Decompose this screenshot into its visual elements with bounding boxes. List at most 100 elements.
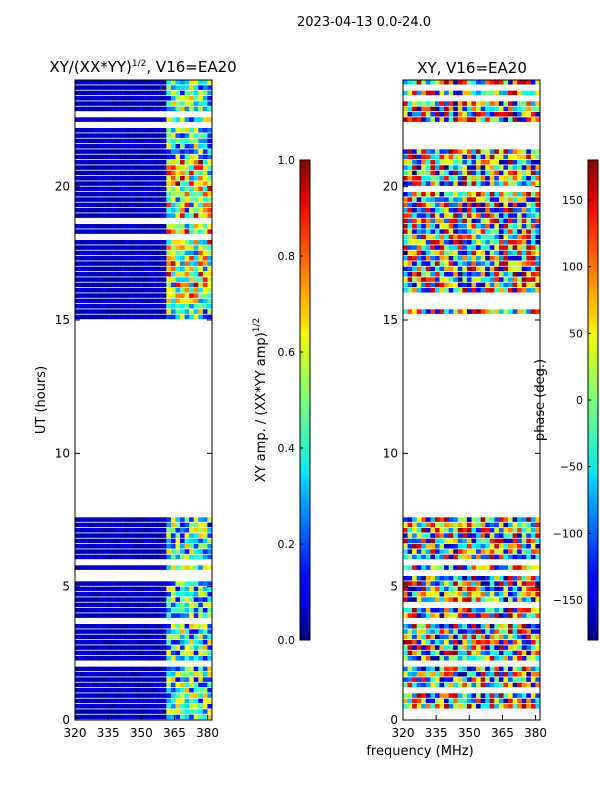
phase-cell [476, 245, 482, 250]
amp-cell [79, 565, 85, 570]
phase-cell [471, 245, 477, 250]
amp-cell [111, 565, 117, 570]
amp-cell [180, 645, 185, 650]
amp-cell [88, 693, 94, 698]
phase-cell [517, 208, 523, 213]
phase-cell [535, 197, 541, 202]
phase-cell [434, 613, 440, 618]
amp-cell [198, 309, 204, 314]
phase-cell [530, 666, 536, 672]
amp-cell [207, 522, 213, 528]
amp-cell [88, 608, 94, 613]
phase-cell [425, 106, 431, 112]
amp-cell [102, 96, 108, 101]
phase-cell [407, 650, 413, 656]
amp-cell [180, 149, 185, 154]
amp-cell [180, 538, 185, 544]
phase-cell [457, 677, 463, 682]
amp-cell [180, 592, 185, 597]
amp-cell [184, 133, 190, 138]
amp-cell [111, 282, 117, 288]
amp-cell [202, 672, 208, 677]
amp-cell [93, 213, 99, 218]
amp-cell [116, 624, 122, 629]
amp-cell [84, 602, 90, 608]
amp-cell [175, 133, 181, 138]
amp-cell [102, 634, 108, 640]
amp-cell [120, 133, 126, 138]
amp-cell [79, 554, 85, 560]
phase-cell [462, 112, 468, 117]
amp-cell [97, 149, 103, 154]
phase-cell [480, 666, 486, 672]
amp-cell [84, 288, 90, 293]
phase-cell [485, 565, 491, 570]
amp-cell [102, 624, 108, 629]
amp-cell [138, 133, 144, 138]
phase-cell [476, 277, 482, 282]
phase-cell [434, 586, 440, 592]
phase-cell [439, 666, 445, 672]
amp-cell [157, 704, 163, 709]
phase-cell [444, 261, 450, 266]
phase-cell [448, 261, 454, 266]
amp-cell [84, 581, 90, 586]
amp-cell [202, 90, 208, 96]
amp-cell [75, 309, 80, 314]
amp-cell [116, 597, 122, 602]
phase-cell [425, 170, 431, 176]
phase-cell [535, 117, 541, 122]
phase-cell [457, 234, 463, 240]
phase-cell [489, 538, 495, 544]
amp-cell [125, 80, 131, 85]
amp-cell [161, 314, 167, 320]
phase-cell [471, 650, 477, 656]
amp-cell [84, 666, 90, 672]
phase-cell [526, 250, 532, 256]
phase-cell [412, 677, 418, 682]
phase-cell [421, 112, 427, 117]
amp-cell [170, 624, 176, 629]
phase-cell [430, 634, 436, 640]
amp-cell [134, 149, 140, 154]
amp-cell [175, 224, 181, 229]
amp-cell [161, 186, 167, 192]
amp-cell [180, 170, 185, 176]
phase-cell [403, 106, 408, 112]
amp-cell [189, 645, 195, 650]
amp-cell [129, 170, 135, 176]
amp-cell [93, 154, 99, 160]
phase-cell [494, 634, 500, 640]
amp-cell [79, 592, 85, 597]
amp-cell [166, 698, 172, 704]
amp-cell [161, 101, 167, 106]
amp-cell [198, 224, 204, 229]
phase-cell [526, 624, 532, 629]
amp-cell [125, 688, 131, 693]
phase-cell [466, 554, 472, 560]
amp-cell [84, 245, 90, 250]
amp-cell [161, 544, 167, 549]
amp-cell [189, 656, 195, 661]
amp-cell [184, 714, 190, 720]
amp-cell [111, 629, 117, 634]
amp-cell [102, 170, 108, 176]
amp-cell [170, 672, 176, 677]
phase-cell [517, 613, 523, 618]
amp-cell [166, 629, 172, 634]
amp-cell [161, 693, 167, 698]
amp-cell [189, 608, 195, 613]
phase-cell [471, 586, 477, 592]
amp-cell [161, 282, 167, 288]
phase-cell [457, 170, 463, 176]
amp-cell [166, 608, 172, 613]
amp-cell [180, 298, 185, 304]
amp-cell [116, 261, 122, 266]
amp-cell [88, 634, 94, 640]
phase-cell [412, 176, 418, 181]
amp-cell [116, 581, 122, 586]
amp-cell [166, 165, 172, 170]
phase-cell [425, 522, 431, 528]
phase-cell [526, 538, 532, 544]
amp-cell [157, 544, 163, 549]
